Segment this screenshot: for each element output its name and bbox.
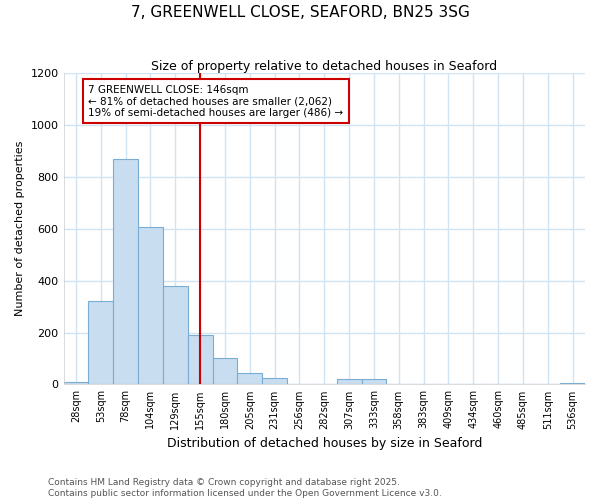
Bar	[163, 286, 188, 384]
Text: 7 GREENWELL CLOSE: 146sqm
← 81% of detached houses are smaller (2,062)
19% of se: 7 GREENWELL CLOSE: 146sqm ← 81% of detac…	[88, 84, 343, 118]
Bar	[560, 383, 585, 384]
Bar	[337, 379, 362, 384]
Bar	[188, 335, 212, 384]
Bar	[362, 379, 386, 384]
Text: 7, GREENWELL CLOSE, SEAFORD, BN25 3SG: 7, GREENWELL CLOSE, SEAFORD, BN25 3SG	[131, 5, 469, 20]
Bar	[238, 373, 262, 384]
Bar	[262, 378, 287, 384]
Bar	[113, 158, 138, 384]
Bar	[64, 382, 88, 384]
Bar	[212, 358, 238, 384]
Bar	[138, 228, 163, 384]
X-axis label: Distribution of detached houses by size in Seaford: Distribution of detached houses by size …	[167, 437, 482, 450]
Bar	[88, 302, 113, 384]
Y-axis label: Number of detached properties: Number of detached properties	[15, 141, 25, 316]
Title: Size of property relative to detached houses in Seaford: Size of property relative to detached ho…	[151, 60, 497, 73]
Text: Contains HM Land Registry data © Crown copyright and database right 2025.
Contai: Contains HM Land Registry data © Crown c…	[48, 478, 442, 498]
